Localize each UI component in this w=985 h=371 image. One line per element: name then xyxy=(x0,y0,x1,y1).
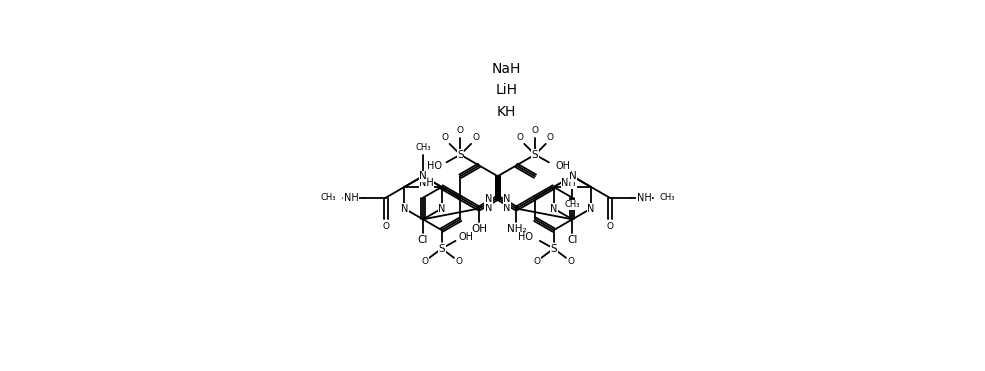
Text: NH: NH xyxy=(636,193,651,203)
Text: O: O xyxy=(422,257,428,266)
Text: N: N xyxy=(503,203,510,213)
Text: Cl: Cl xyxy=(567,235,577,245)
Text: N: N xyxy=(485,203,492,213)
Text: S: S xyxy=(551,244,557,253)
Text: O: O xyxy=(532,126,539,135)
Text: CH₃: CH₃ xyxy=(564,200,580,209)
Text: S: S xyxy=(532,150,539,160)
Text: CH₃: CH₃ xyxy=(660,193,676,202)
Text: OH: OH xyxy=(459,232,474,242)
Text: Cl: Cl xyxy=(418,235,428,245)
Text: N: N xyxy=(420,171,427,181)
Text: O: O xyxy=(516,133,523,142)
Text: NH: NH xyxy=(561,178,576,188)
Text: O: O xyxy=(472,133,480,142)
Text: LiH: LiH xyxy=(495,83,517,97)
Text: S: S xyxy=(438,244,445,253)
Text: N: N xyxy=(568,171,576,181)
Text: NH: NH xyxy=(420,178,434,188)
Text: N: N xyxy=(587,204,595,214)
Text: N: N xyxy=(420,171,427,181)
Text: OH: OH xyxy=(556,161,570,171)
Text: O: O xyxy=(567,257,574,266)
Text: N: N xyxy=(438,204,445,214)
Text: O: O xyxy=(457,126,464,135)
Text: N: N xyxy=(550,204,558,214)
Text: S: S xyxy=(457,150,464,160)
Text: N: N xyxy=(401,204,408,214)
Text: NH: NH xyxy=(344,193,359,203)
Text: NaH: NaH xyxy=(492,62,521,76)
Text: CH₃: CH₃ xyxy=(320,193,336,202)
Text: N: N xyxy=(568,171,576,181)
Text: OH: OH xyxy=(471,224,487,234)
Text: KH: KH xyxy=(496,105,516,119)
Text: O: O xyxy=(441,133,448,142)
Text: O: O xyxy=(606,222,614,231)
Text: O: O xyxy=(547,133,554,142)
Text: N: N xyxy=(503,194,510,204)
Text: O: O xyxy=(533,257,540,266)
Text: CH₃: CH₃ xyxy=(416,143,430,152)
Text: HO: HO xyxy=(518,232,534,242)
Text: NH₂: NH₂ xyxy=(506,224,526,234)
Text: O: O xyxy=(455,257,462,266)
Text: N: N xyxy=(485,194,492,204)
Text: HO: HO xyxy=(427,161,441,171)
Text: O: O xyxy=(382,222,389,231)
